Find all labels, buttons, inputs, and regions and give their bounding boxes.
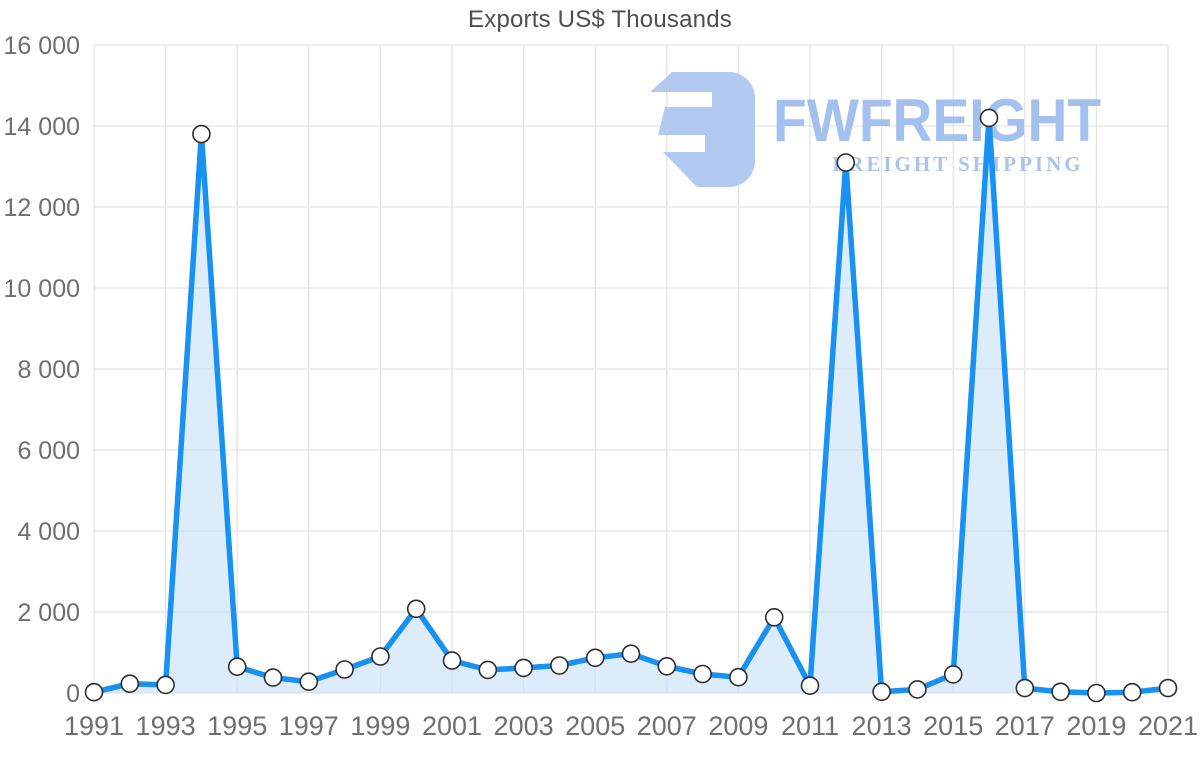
y-axis-tick-label: 14 000 — [4, 113, 80, 141]
data-point-marker — [657, 656, 677, 676]
data-point-marker — [1122, 682, 1142, 702]
data-point-marker — [156, 675, 175, 695]
x-axis-tick-label: 2005 — [565, 711, 625, 741]
data-point-marker — [478, 660, 498, 680]
x-axis-tick-label: 1991 — [64, 711, 124, 741]
y-axis-tick-label: 6 000 — [17, 437, 80, 465]
data-point-marker — [371, 647, 390, 666]
data-point-marker — [84, 682, 104, 702]
x-axis-tick-label: 2003 — [494, 711, 554, 741]
data-point-marker — [943, 665, 963, 684]
data-point-marker — [1087, 683, 1106, 703]
data-point-marker — [1051, 682, 1070, 702]
y-axis-tick-label: 0 — [66, 680, 80, 708]
data-point-marker — [1158, 678, 1178, 698]
data-point-marker — [836, 153, 856, 172]
x-axis-tick-label: 2019 — [1066, 711, 1126, 741]
data-point-marker — [764, 607, 784, 627]
data-point-marker — [514, 658, 533, 678]
x-axis-tick-label: 2021 — [1138, 711, 1198, 741]
data-point-marker — [872, 682, 891, 702]
x-axis-tick-label: 2013 — [852, 711, 912, 741]
data-point-marker — [299, 672, 319, 692]
y-axis-tick-label: 10 000 — [4, 275, 80, 303]
y-axis-tick-label: 12 000 — [4, 194, 80, 222]
y-axis-tick-label: 16 000 — [4, 32, 80, 60]
x-axis-tick-label: 1993 — [136, 711, 196, 741]
x-axis-tick-label: 2011 — [781, 711, 839, 741]
data-point-marker — [263, 668, 283, 687]
data-point-marker — [693, 664, 712, 684]
data-point-marker — [550, 656, 569, 675]
data-point-marker — [335, 660, 354, 679]
data-point-marker — [227, 657, 247, 677]
data-point-marker — [406, 599, 426, 619]
data-point-marker — [120, 674, 140, 694]
data-point-marker — [621, 644, 641, 664]
data-point-marker — [979, 108, 999, 128]
y-axis-tick-label: 2 000 — [17, 599, 80, 627]
y-axis-tick-label: 4 000 — [17, 518, 80, 546]
x-axis-tick-label: 2001 — [422, 711, 482, 741]
chart-title: Exports US$ Thousands — [468, 6, 732, 33]
x-axis-tick-label: 2017 — [995, 711, 1055, 741]
x-axis-tick-label: 1995 — [207, 711, 267, 741]
data-point-marker — [1015, 678, 1035, 698]
x-axis-tick-label: 1999 — [350, 711, 410, 741]
x-axis-tick-label: 2007 — [637, 711, 697, 741]
data-point-marker — [729, 667, 748, 687]
x-axis-tick-label: 1997 — [279, 711, 339, 741]
data-point-marker — [192, 124, 211, 144]
data-point-marker — [585, 648, 605, 668]
x-axis-tick-label: 2015 — [923, 711, 983, 741]
y-axis-tick-label: 8 000 — [17, 356, 80, 384]
x-axis-tick-label: 2009 — [708, 711, 768, 741]
data-point-marker — [800, 676, 820, 696]
data-point-marker — [442, 651, 462, 670]
data-point-marker — [908, 680, 927, 699]
